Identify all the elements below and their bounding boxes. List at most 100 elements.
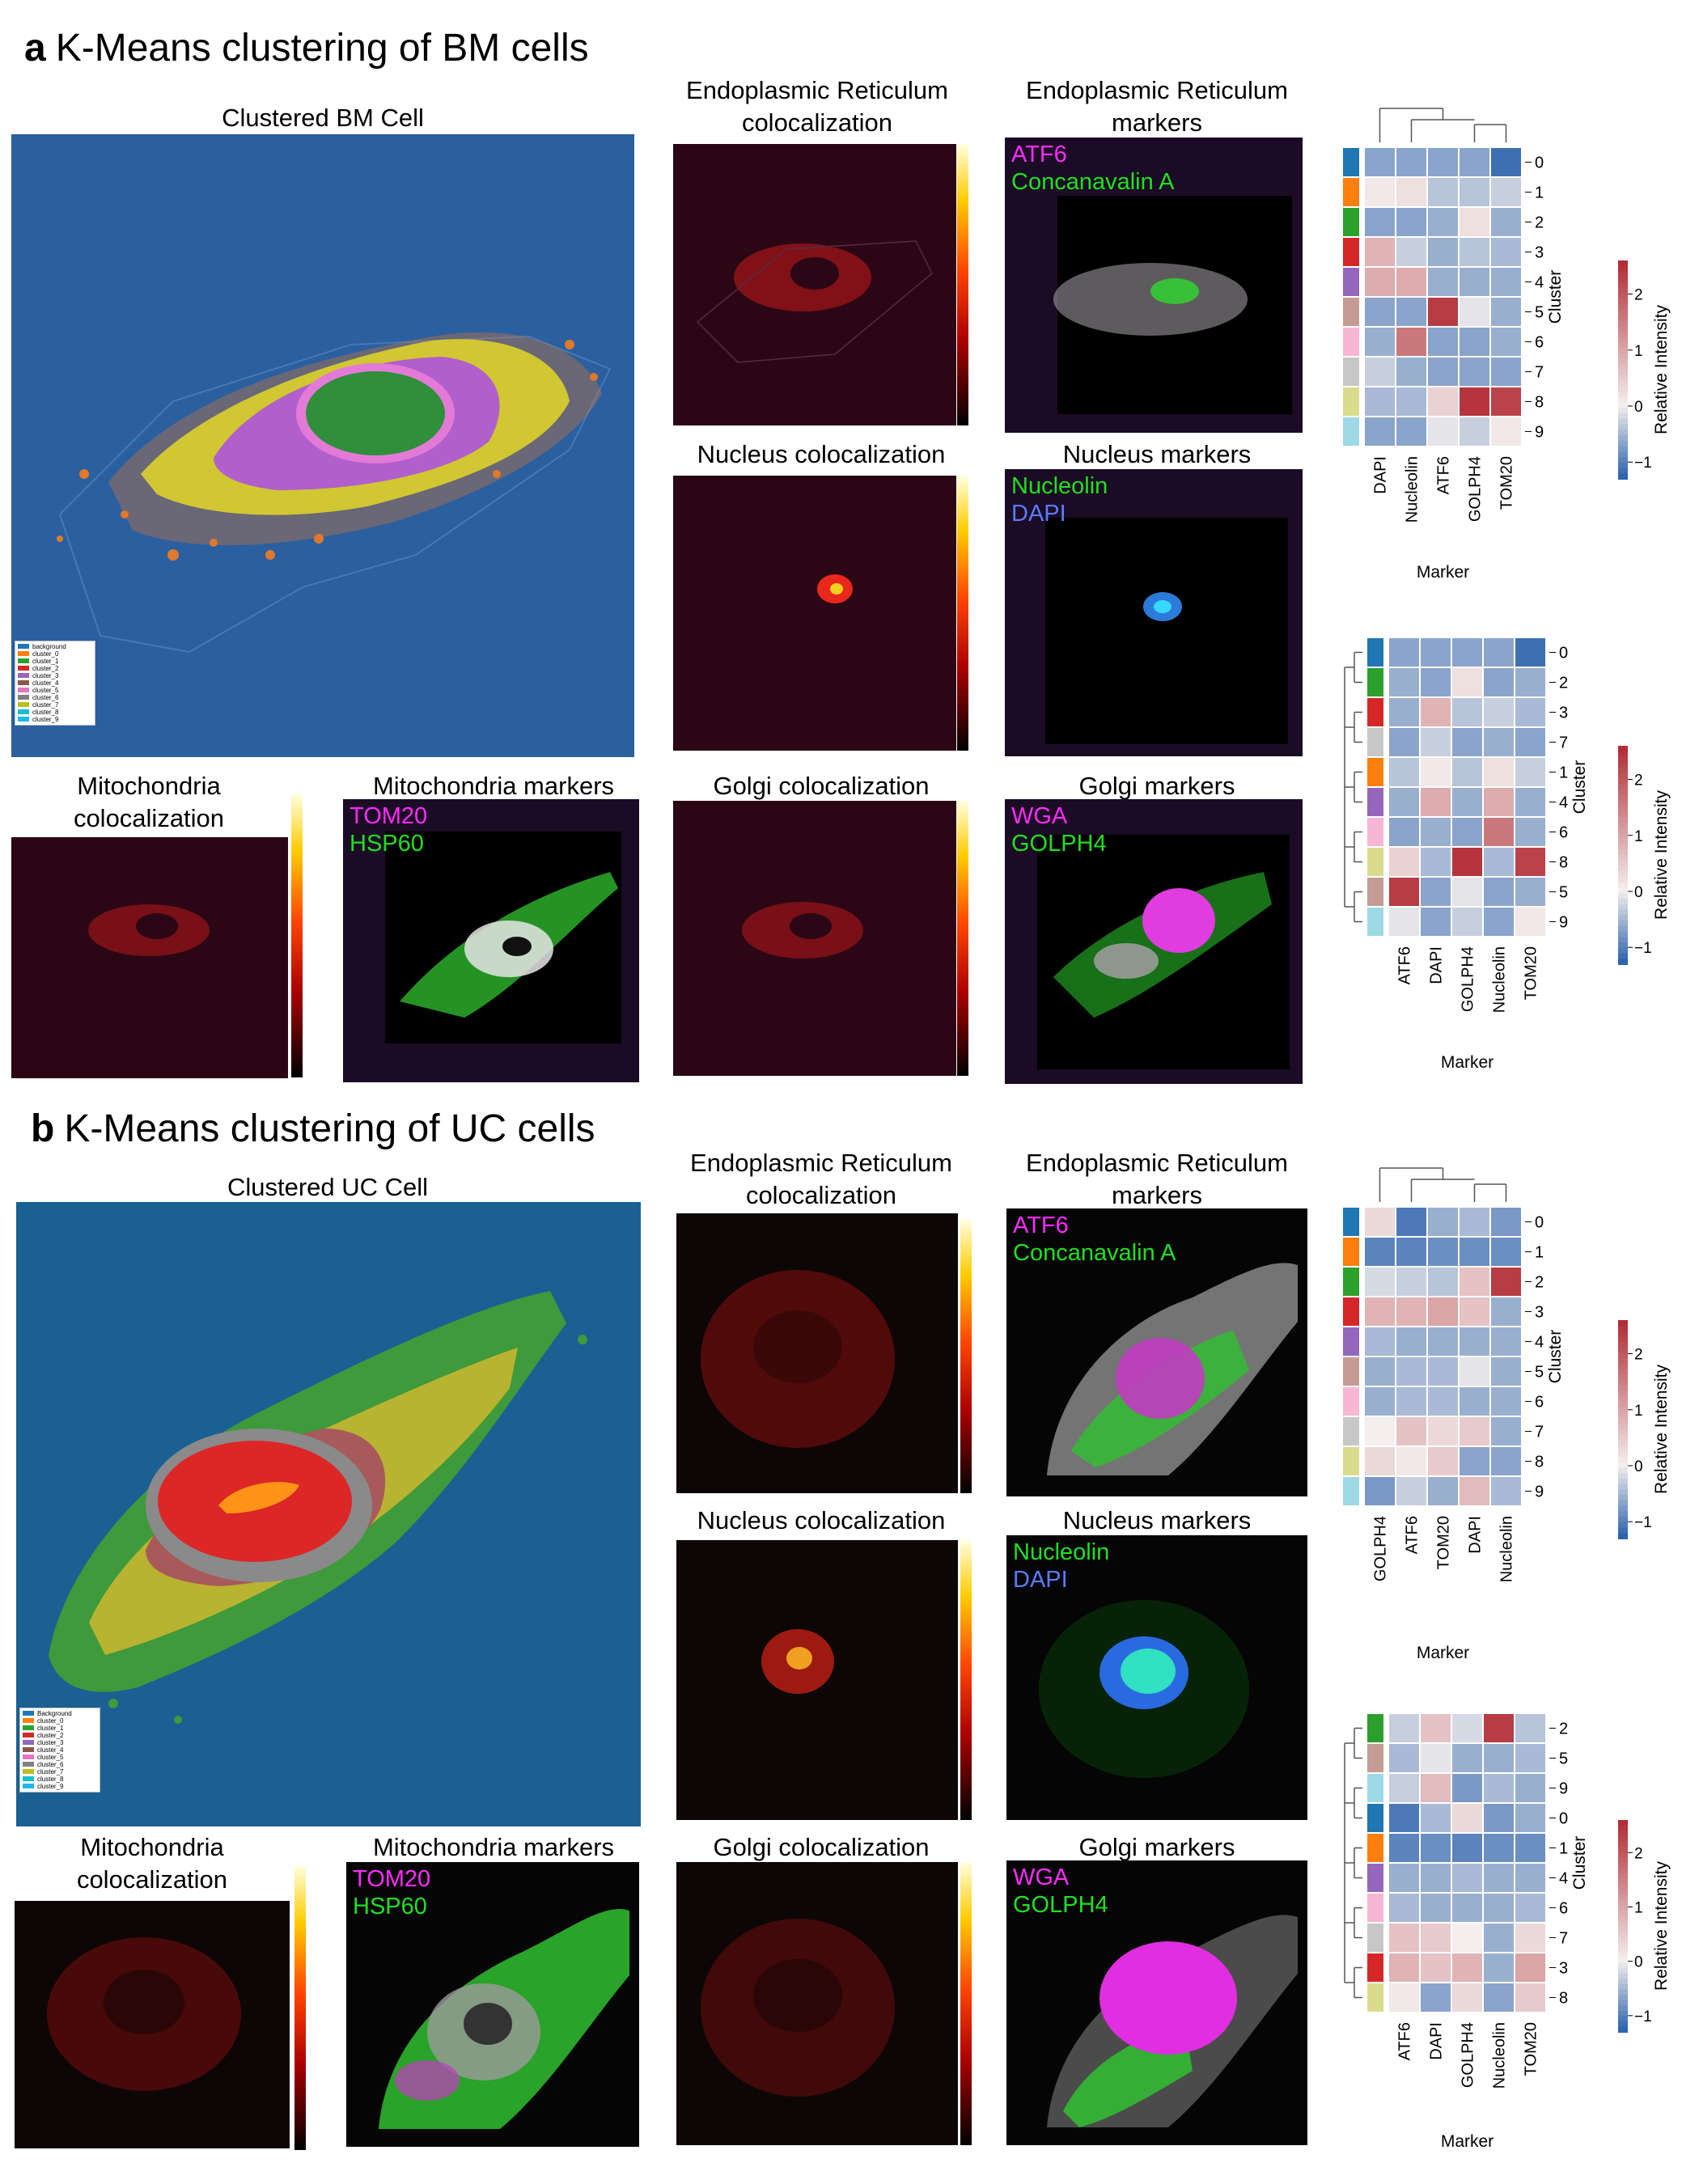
legend-entry: cluster_3 bbox=[23, 1739, 97, 1746]
heatmap-cell bbox=[1388, 637, 1421, 668]
colorbar-step bbox=[1618, 1445, 1628, 1452]
heatmap-cell bbox=[1451, 667, 1484, 698]
heatmap-cell bbox=[1426, 386, 1460, 417]
heatmap-cell bbox=[1482, 1862, 1515, 1894]
heatmap-cell bbox=[1388, 1862, 1421, 1894]
b-er-markers-image: ATF6 Concanavalin A bbox=[1006, 1208, 1307, 1496]
colorbar-step bbox=[1618, 1846, 1628, 1853]
a-golgi-markers-image: WGA GOLPH4 bbox=[1005, 799, 1303, 1084]
heatmap-cell bbox=[1451, 1862, 1484, 1894]
heatmap-cell bbox=[1363, 1296, 1396, 1327]
row-color-swatch bbox=[1343, 1387, 1359, 1416]
a-golgi-coloc-image bbox=[673, 801, 956, 1076]
heatmap-cell bbox=[1388, 786, 1421, 818]
colorbar-step bbox=[1618, 1412, 1628, 1420]
heatmap-cell bbox=[1419, 1712, 1452, 1744]
heatmap-cell bbox=[1458, 1236, 1491, 1268]
heatmap-cell bbox=[1395, 1416, 1428, 1447]
heatmap-cell bbox=[1426, 1206, 1460, 1238]
row-label: 0 bbox=[1535, 1214, 1544, 1232]
colorbar-step bbox=[1618, 827, 1628, 834]
heatmap-cell bbox=[1458, 1296, 1491, 1327]
heatmap-cell bbox=[1458, 1416, 1491, 1447]
heatmap-cell bbox=[1458, 1386, 1491, 1417]
colorbar-step bbox=[1618, 942, 1628, 949]
b-golgi-coloc-image bbox=[676, 1862, 958, 2145]
colorbar-step bbox=[1618, 816, 1628, 823]
heatmap-cell bbox=[1388, 1952, 1421, 1983]
heatmap-cell bbox=[1426, 236, 1460, 268]
heatmap-cell bbox=[1395, 356, 1428, 387]
heatmap-cell bbox=[1388, 756, 1421, 788]
colorbar-step bbox=[1618, 435, 1628, 442]
colorbar-tick-label: −1 bbox=[1634, 455, 1652, 472]
colorbar-label: Relative Intensity bbox=[1652, 1861, 1671, 1991]
colorbar-step bbox=[1618, 1973, 1628, 1980]
a-er-coloc-colorbar bbox=[957, 144, 968, 425]
colorbar-step bbox=[1618, 1931, 1628, 1938]
colorbar-step bbox=[1618, 468, 1628, 475]
heatmap-cell bbox=[1489, 1326, 1523, 1357]
heatmap-cell bbox=[1426, 1356, 1460, 1387]
heatmap-cell bbox=[1482, 786, 1515, 818]
heatmap-cell bbox=[1514, 726, 1547, 758]
heatmap-cell bbox=[1482, 696, 1515, 728]
colorbar-step bbox=[1618, 833, 1628, 840]
colorbar-step bbox=[1618, 1462, 1628, 1469]
colorbar-step bbox=[1618, 849, 1628, 856]
legend-entry: cluster_5 bbox=[23, 1754, 97, 1761]
heatmap-a1: 0 1 2 3 4 5 6 7 8 9 Cluster DAPI Nucleolin ATF6 GOLPH4… bbox=[1327, 105, 1699, 607]
row-label: 9 bbox=[1559, 914, 1568, 932]
column-label: ATF6 bbox=[1404, 1516, 1421, 1554]
colorbar-step bbox=[1618, 1484, 1628, 1491]
heatmap-cell bbox=[1458, 326, 1491, 358]
heatmap-cell bbox=[1482, 816, 1515, 848]
heatmap-cell bbox=[1395, 266, 1428, 298]
b-golgi-markers-title: Golgi markers bbox=[1078, 1833, 1235, 1861]
dendrogram bbox=[1344, 1727, 1362, 1999]
b-golgi-marker-2: GOLPH4 bbox=[1013, 1892, 1108, 1918]
heatmap-cell bbox=[1489, 1356, 1523, 1387]
colorbar-step bbox=[1618, 947, 1628, 954]
heatmap-cell bbox=[1482, 1742, 1515, 1774]
column-label: DAPI bbox=[1428, 946, 1446, 984]
heatmap-cell bbox=[1458, 146, 1491, 178]
column-label: Nucleolin bbox=[1498, 1516, 1516, 1582]
heatmap-cell bbox=[1489, 356, 1523, 387]
section-a-title: a K-Means clustering of BM cells bbox=[24, 27, 589, 70]
colorbar-step bbox=[1618, 784, 1628, 790]
colorbar-step bbox=[1618, 265, 1628, 273]
row-label: 3 bbox=[1559, 705, 1568, 722]
heatmap-cell bbox=[1426, 356, 1460, 387]
heatmap-cell bbox=[1426, 1386, 1460, 1417]
heatmap-cell bbox=[1489, 1475, 1523, 1507]
b-golgi-markers-image: WGA GOLPH4 bbox=[1006, 1860, 1307, 2145]
colorbar-step bbox=[1618, 348, 1628, 354]
colorbar-step bbox=[1618, 1527, 1628, 1534]
heatmap-cell bbox=[1489, 1416, 1523, 1447]
colorbar-step bbox=[1618, 2000, 1628, 2007]
row-color-swatch bbox=[1343, 1327, 1359, 1356]
heatmap-cell bbox=[1419, 667, 1452, 698]
row-color-swatch bbox=[1343, 148, 1359, 176]
a-mito-markers-image: TOM20 HSP60 bbox=[343, 799, 639, 1082]
a-mito-marker-2: HSP60 bbox=[350, 831, 424, 857]
b-er-marker-1: ATF6 bbox=[1013, 1213, 1069, 1238]
heatmap-cell bbox=[1388, 1712, 1421, 1744]
legend-entry: cluster_3 bbox=[18, 672, 92, 679]
heatmap-cell bbox=[1482, 756, 1515, 788]
colorbar-step bbox=[1618, 402, 1628, 409]
colorbar-step bbox=[1618, 822, 1628, 829]
heatmap-cell bbox=[1395, 296, 1428, 328]
colorbar-step bbox=[1618, 1910, 1628, 1916]
colorbar-step bbox=[1618, 746, 1628, 752]
b-er-coloc-colorbar bbox=[960, 1220, 972, 1493]
colorbar-step bbox=[1618, 287, 1628, 294]
row-color-swatch bbox=[1343, 1238, 1359, 1266]
y-axis-label: Cluster bbox=[1570, 760, 1589, 815]
legend-entry: cluster_5 bbox=[18, 687, 92, 694]
heatmap-cell bbox=[1388, 1832, 1421, 1864]
heatmap-cell bbox=[1482, 726, 1515, 758]
heatmap-cell bbox=[1451, 1982, 1484, 2013]
colorbar-step bbox=[1618, 789, 1628, 796]
